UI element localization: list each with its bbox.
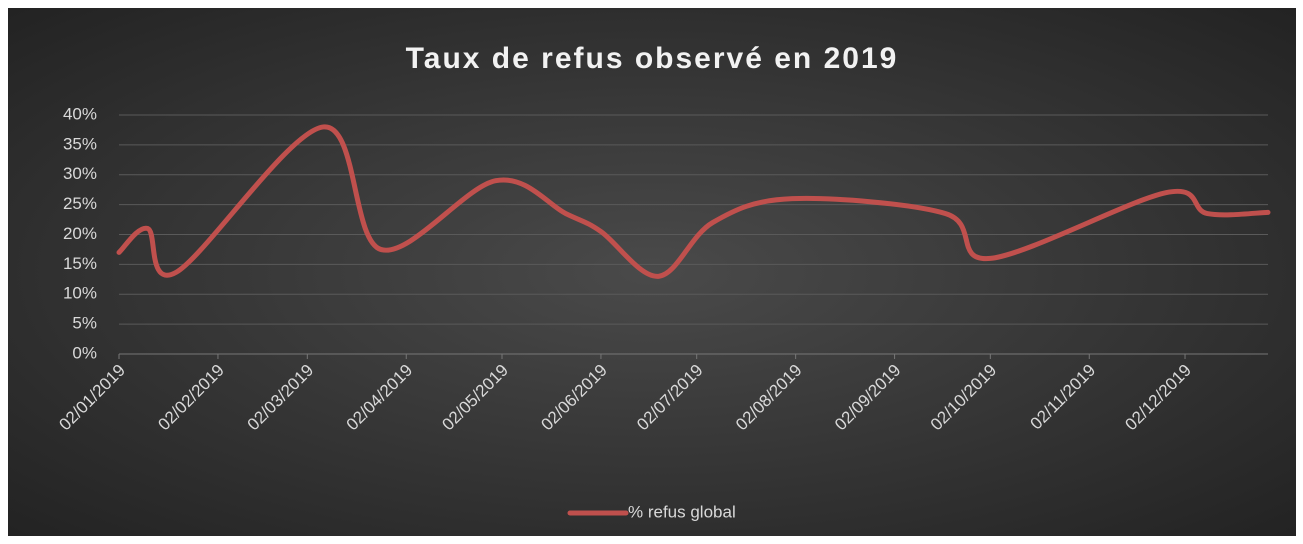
y-tick-label: 25% xyxy=(63,194,97,213)
y-tick-label: 0% xyxy=(72,343,97,362)
chart-background xyxy=(8,8,1296,536)
y-tick-label: 15% xyxy=(63,254,97,273)
y-tick-label: 10% xyxy=(63,284,97,303)
y-tick-label: 30% xyxy=(63,164,97,183)
y-tick-label: 20% xyxy=(63,224,97,243)
chart-title: Taux de refus observé en 2019 xyxy=(406,42,899,75)
y-tick-label: 40% xyxy=(63,104,97,123)
y-tick-label: 5% xyxy=(72,314,97,333)
legend-label: % refus global xyxy=(628,502,736,521)
y-tick-label: 35% xyxy=(63,134,97,153)
data-line xyxy=(116,124,1271,279)
